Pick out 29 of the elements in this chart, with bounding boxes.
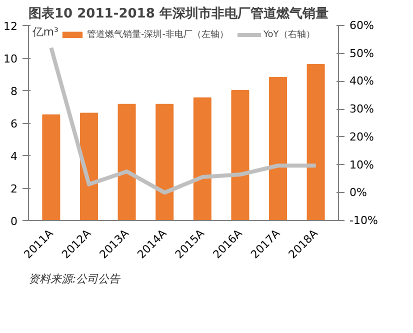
y-tick-label: 8 — [10, 85, 18, 98]
bar — [42, 114, 60, 220]
y2-tick-label: 30% — [350, 102, 374, 116]
line-series — [49, 46, 318, 195]
legend-label: YoY（右轴） — [264, 28, 315, 41]
y2-tick-label: 10% — [350, 158, 374, 172]
y-axis-title: 亿m³ — [31, 26, 58, 38]
y-tick-label: 0 — [10, 215, 18, 228]
y2-tick-label: 40% — [350, 74, 374, 88]
text: 资料来源:公司公告 — [28, 272, 122, 286]
chart-title: 图表10 2011-2018 年深圳市非电厂管道燃气销量 — [28, 6, 328, 22]
bar — [306, 64, 325, 220]
bar — [193, 97, 212, 220]
y-tick-label: 4 — [10, 150, 18, 163]
bar — [231, 90, 250, 220]
y2-tick-label: -10% — [350, 214, 378, 227]
bar — [118, 104, 136, 220]
y2-tick-label: 60% — [350, 19, 374, 32]
y2-tick-label: 20% — [350, 130, 374, 144]
y-tick-label: 10 — [4, 52, 18, 66]
y-tick-label: 6 — [10, 118, 18, 130]
y-tick-label: 2 — [10, 182, 18, 196]
legend-label: 管道燃气销量-深圳-非电厂（左轴） — [87, 28, 228, 41]
y2-tick-label: 0% — [350, 186, 367, 200]
bar — [156, 104, 174, 220]
bar — [269, 77, 288, 220]
bar — [80, 112, 98, 220]
y2-tick-label: 50% — [350, 46, 374, 60]
y-tick-label: 12 — [4, 20, 18, 33]
